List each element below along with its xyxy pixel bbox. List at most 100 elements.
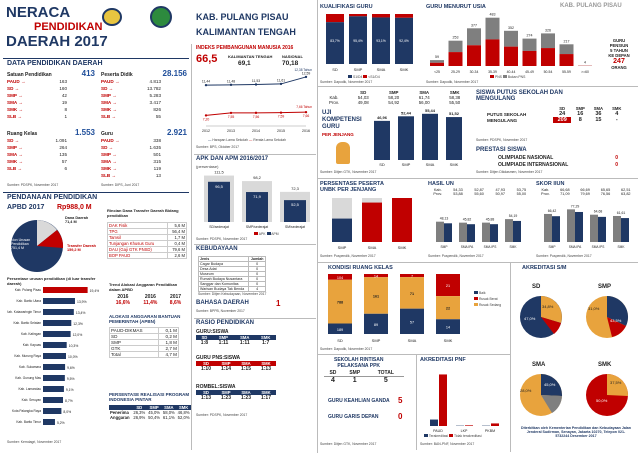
tick-label: 50-54 <box>544 70 553 74</box>
stat-label: SLB → <box>101 114 117 119</box>
note-line: ORANG <box>611 65 627 70</box>
data-point <box>204 114 208 117</box>
table-cell: 16 <box>577 111 584 117</box>
legend-item: Bukan PNS <box>507 75 526 79</box>
stat-row: SD → 13.782 <box>101 85 161 92</box>
table-row: SD SMP SMA SMK <box>320 90 470 95</box>
peserta-total: 28.156 <box>162 69 187 78</box>
data-label: 11,48 <box>227 79 235 83</box>
table-cell: Kab. <box>329 95 339 100</box>
table-cell: 11,4% <box>143 300 158 306</box>
bar-2017 <box>513 220 521 242</box>
tick-label: SMK <box>450 162 459 167</box>
table-cell: Kab. <box>541 188 550 192</box>
sumber: Sumber: DIPS, Juni 2017 <box>101 183 140 187</box>
tick-label: SMK <box>398 245 407 250</box>
table-cell: 4 <box>331 377 335 384</box>
legend-item: <S1/D4 <box>368 75 380 79</box>
stat-label: SD → <box>7 138 20 143</box>
pie1-value: 751,4 M <box>11 246 24 250</box>
table-row: Kab. 54,33 52,87 47,93 53,75 <box>428 188 532 192</box>
bar-2016 <box>482 222 490 242</box>
tick-label: >=60 <box>581 70 589 74</box>
bar-value-label: 10,3% <box>69 344 79 348</box>
data-label: 51,52 <box>449 111 460 116</box>
stat-value: 5.283 <box>149 93 162 98</box>
table-row: SD SMP SMA SMK <box>196 335 276 340</box>
data-label: 77,29 <box>571 204 580 208</box>
table-cell: PUTUS SEKOLAH <box>487 111 527 117</box>
table-cell: 5 <box>383 377 388 384</box>
stat-value: 13.782 <box>146 86 161 91</box>
table-cell: TOTAL <box>367 370 404 377</box>
data-label: 111,5 <box>214 170 224 175</box>
table-cell: 26,3% <box>133 410 146 415</box>
prestasi-row: OLIMPIADE NASIONAL 0 <box>498 155 618 161</box>
bar-2017 <box>598 216 606 242</box>
stat-label: SMP → <box>7 93 23 98</box>
tick-label: PKBM <box>485 429 495 433</box>
pnf-legend: Terakreditasi Tidak terakreditasi <box>424 434 482 438</box>
tick-label: PAUD <box>433 429 443 433</box>
table-cell: Jumlah <box>248 256 266 262</box>
table-cell: 76,56 <box>600 192 611 196</box>
stat-value: 13 <box>155 173 161 178</box>
data-label: 54,19 <box>509 214 518 218</box>
table-cell: Penerima <box>110 410 129 415</box>
table-cell: 209 <box>553 117 572 123</box>
sumber: Sumber: Ditjen Kebudayaan, November 2017 <box>198 292 267 296</box>
data-label: 46,96 <box>377 115 388 120</box>
rasio-title: RASIO PENDIDIKAN <box>196 320 255 326</box>
legend-item: APK <box>258 232 266 236</box>
stat-label: SMK → <box>7 107 24 112</box>
table-cell: 50,97 <box>495 192 505 196</box>
kebudayaan-section: KEBUDAYAAN Jenis Jumlah Cagar Budaya 0 Desa … <box>194 244 316 314</box>
stat-label: SMP → <box>101 93 117 98</box>
pie1-name: Non Urusan Pendidikan <box>11 238 31 246</box>
table-cell: SD <box>324 370 342 377</box>
data-label: 7,55 <box>228 115 235 119</box>
rincian-title: Rincian Dana Transfer Daerah Bidang pend… <box>107 208 179 218</box>
table-cell: SMK <box>256 361 276 366</box>
bar-segment <box>326 14 344 23</box>
bar-segment <box>328 274 352 280</box>
bar <box>43 364 66 370</box>
guru-usia-section: GURU MENURUT USIA KAB. PULANG PISAU 59 <2… <box>424 2 638 84</box>
bar <box>43 386 64 392</box>
stat-label: PAUD → <box>7 79 26 84</box>
data-point <box>279 82 283 86</box>
bar <box>43 309 74 315</box>
bar-2017 <box>575 211 583 242</box>
bar-segment <box>541 48 555 66</box>
table-cell: 52,87 <box>474 188 484 192</box>
bar-segment <box>395 17 413 64</box>
table-cell: Kab. <box>433 188 442 192</box>
hasil-un-section: HASIL UN Kab. 54,33 52,87 47,93 53,75 Prov. 53… <box>426 178 532 260</box>
stat-label: SLB → <box>101 173 117 178</box>
tick-label: SM/sederajat <box>285 225 305 229</box>
title-line: KOMPETENSI <box>322 117 362 123</box>
table-cell: 62,51 <box>621 188 631 192</box>
uji-section: SD SMP SMA SMK Kab. 54,03 58,20 61,74 58,38 Prov.… <box>318 86 638 176</box>
table-cell: 1:10 <box>200 366 211 372</box>
region-province: KALIMANTAN TENGAH <box>196 27 296 37</box>
keahlian-value: 5 <box>398 396 403 405</box>
legend-item: Baik <box>478 291 486 295</box>
stat-value: 135 <box>59 152 67 157</box>
section-title: DATA PENDIDIKAN DAERAH <box>7 60 103 67</box>
table-cell: 56,00 <box>418 100 430 105</box>
table-cell: 79,69 <box>580 192 590 196</box>
table-row: MENGULANG 209 8 15 - <box>486 117 626 123</box>
stat-value: 338 <box>153 138 161 143</box>
table-cell: 58,0% <box>162 410 175 415</box>
data-label: 14 <box>374 275 378 279</box>
stat-value: 264 <box>59 145 67 150</box>
bar-category-label: Kab. Barito Utara <box>17 299 42 303</box>
bar-segment <box>448 40 463 53</box>
bar-category-label: Kab. Seruyan <box>22 398 42 402</box>
pie-slice-dana-daerah <box>37 220 57 246</box>
smp-val-2: 43,5% <box>610 318 622 323</box>
data-label: 4 <box>584 61 586 65</box>
kebudayaan-title: KEBUDAYAAN <box>196 246 238 252</box>
data-point <box>304 75 308 79</box>
